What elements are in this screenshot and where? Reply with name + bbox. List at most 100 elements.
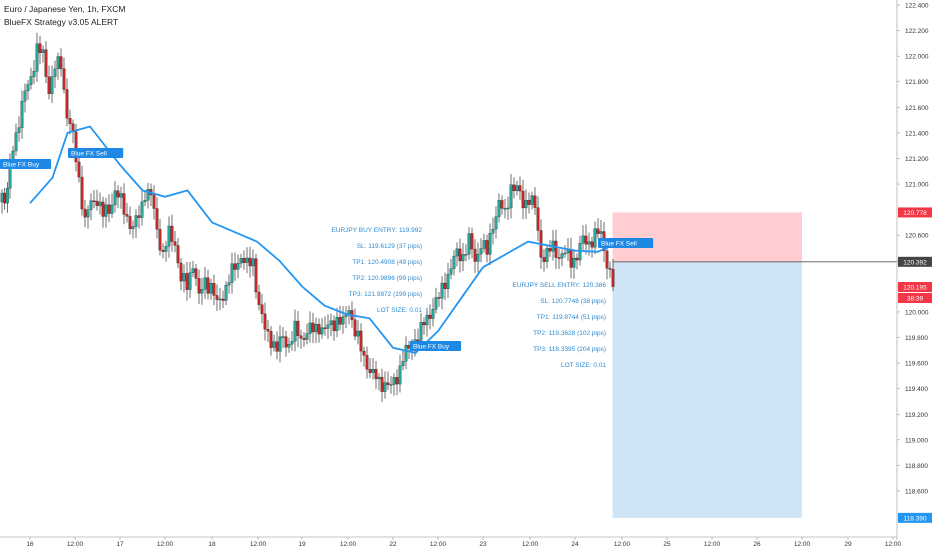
candle-body <box>596 228 600 234</box>
candle-body <box>404 345 408 362</box>
candle-body <box>134 215 138 227</box>
candle-body <box>320 327 324 335</box>
candle-body <box>146 189 150 201</box>
price-axis-label: 122.200 <box>905 28 929 35</box>
candle <box>368 357 372 379</box>
candle <box>143 190 147 207</box>
candle <box>32 59 36 84</box>
candle-body <box>563 252 567 255</box>
candle <box>404 336 408 369</box>
candle <box>299 329 303 349</box>
candle <box>302 331 306 347</box>
candle <box>377 373 381 391</box>
candle <box>248 246 252 278</box>
candle <box>173 230 177 253</box>
candle-body <box>533 195 537 208</box>
signal-label: Blue FX Buy <box>3 162 40 169</box>
candle-body <box>395 377 399 385</box>
candle-body <box>221 298 225 301</box>
candle <box>488 223 492 266</box>
candle <box>314 317 318 344</box>
candle-body <box>188 272 192 290</box>
candle-body <box>428 314 432 319</box>
candle <box>572 249 576 279</box>
candle <box>323 316 327 336</box>
candle-body <box>35 43 39 72</box>
price-tag-bg <box>898 282 932 293</box>
candle-body <box>362 350 366 356</box>
candle-body <box>506 207 510 210</box>
candle-body <box>443 282 447 289</box>
candle <box>155 196 159 239</box>
candle-body <box>131 226 135 229</box>
candle <box>353 308 357 341</box>
candle-body <box>488 232 492 255</box>
candle <box>506 196 510 220</box>
take-profit-zone[interactable] <box>612 261 803 518</box>
candle-body <box>182 273 186 282</box>
candle <box>98 192 102 215</box>
candle <box>38 35 42 65</box>
candle-body <box>14 132 18 152</box>
candle-body <box>236 263 240 270</box>
price-axis-label: 119.400 <box>905 386 928 393</box>
candle-body <box>0 192 4 203</box>
candle-body <box>392 377 396 385</box>
candle-body <box>161 250 165 252</box>
candle <box>182 264 186 293</box>
candle-body <box>242 258 246 263</box>
candle <box>392 373 396 396</box>
candle-body <box>227 282 231 286</box>
candle-body <box>56 56 60 70</box>
price-axis-label: 120.600 <box>905 233 929 240</box>
candle-body <box>521 190 525 209</box>
study-title[interactable]: BlueFX Strategy v3.05 ALERT <box>4 17 119 27</box>
candle <box>203 266 207 299</box>
time-axis-label: 22 <box>389 541 397 548</box>
signal-label: Blue FX Sell <box>71 151 107 158</box>
candle <box>176 238 180 269</box>
candle-body <box>113 190 117 206</box>
candle <box>518 176 522 200</box>
time-axis-label: 12:00 <box>885 541 902 548</box>
candle <box>200 278 204 305</box>
symbol-title[interactable]: Euro / Japanese Yen, 1h, FXCM <box>4 4 126 14</box>
candle-body <box>116 190 120 198</box>
candle-body <box>356 330 360 337</box>
candle-body <box>164 246 168 252</box>
price-tag-bg <box>898 512 932 523</box>
candle <box>125 202 129 223</box>
candle-body <box>461 254 465 262</box>
candle <box>344 306 348 329</box>
candle-body <box>437 297 441 299</box>
candle <box>23 83 27 113</box>
candle <box>527 192 531 214</box>
candle <box>308 311 312 343</box>
candle-body <box>260 304 264 315</box>
candle-body <box>590 241 594 248</box>
time-axis-label: 16 <box>26 541 34 548</box>
time-axis-label: 29 <box>844 541 852 548</box>
candle <box>545 244 549 269</box>
candle-body <box>32 71 36 77</box>
candle <box>242 250 246 270</box>
price-axis-label: 121.600 <box>905 105 929 112</box>
candle-body <box>284 336 288 348</box>
candle-body <box>53 68 57 77</box>
candle <box>473 239 477 273</box>
candle-body <box>155 208 159 230</box>
time-axis-label: 19 <box>298 541 306 548</box>
candle-body <box>293 320 297 342</box>
price-axis-label: 122.400 <box>905 3 929 10</box>
candle <box>590 236 594 258</box>
candle-body <box>38 43 42 53</box>
candle-body <box>359 330 363 352</box>
candle <box>407 340 411 360</box>
candle-body <box>332 320 336 332</box>
time-axis-label: 12:00 <box>794 541 811 548</box>
candle-body <box>266 329 270 332</box>
stop-loss-zone[interactable] <box>612 212 803 262</box>
candle-body <box>233 263 237 270</box>
candle <box>374 361 378 390</box>
